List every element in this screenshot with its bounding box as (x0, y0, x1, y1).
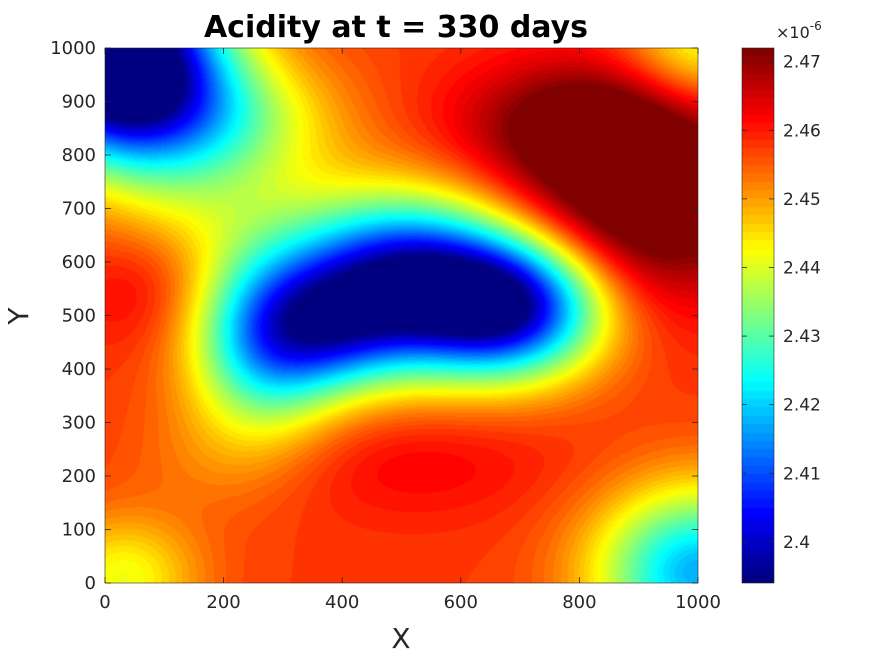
y-tick-label: 1000 (50, 38, 96, 59)
chart-title: Acidity at t = 330 days (204, 10, 588, 45)
colorbar-tick-label: 2.46 (783, 121, 821, 141)
y-tick-label: 700 (62, 199, 96, 220)
x-tick-label: 600 (444, 592, 478, 613)
x-tick-label: 200 (206, 592, 240, 613)
y-tick-label: 900 (62, 92, 96, 113)
colorbar-tick-label: 2.42 (783, 396, 821, 416)
colorbar-tick-label: 2.43 (783, 327, 821, 347)
heatmap-canvas (105, 48, 698, 583)
y-tick-label: 600 (62, 252, 96, 273)
colorbar-multiplier: ×10-6 (776, 19, 822, 42)
x-tick-label: 800 (562, 592, 596, 613)
y-tick-label: 100 (62, 520, 96, 541)
y-tick-label: 500 (62, 306, 96, 327)
colorbar-frame (741, 47, 775, 584)
x-axis-label: X (391, 622, 410, 655)
x-tick-label: 400 (325, 592, 359, 613)
y-tick-label: 400 (62, 359, 96, 380)
colorbar-tick-label: 2.4 (783, 533, 810, 553)
colorbar-tick-label: 2.41 (783, 464, 821, 484)
y-axis-label: Y (2, 307, 35, 326)
colorbar-tick-label: 2.44 (783, 258, 821, 278)
y-tick-label: 200 (62, 466, 96, 487)
heatmap-plot-area (104, 47, 699, 584)
y-tick-label: 800 (62, 145, 96, 166)
colorbar: 2.4 2.41 2.42 2.43 2.44 2.45 2.46 2.47 ×10-6 (741, 19, 822, 584)
colorbar-tick-label: 2.47 (783, 53, 821, 73)
y-axis: 0 100 200 300 400 500 600 700 800 900 1000 (50, 38, 698, 594)
colorbar-gradient (742, 48, 774, 583)
x-axis: 0 200 400 600 800 1000 (99, 48, 721, 613)
y-tick-label: 0 (85, 573, 96, 594)
x-tick-label: 1000 (675, 592, 721, 613)
y-tick-label: 300 (62, 413, 96, 434)
colorbar-tick-label: 2.45 (783, 190, 821, 210)
x-tick-label: 0 (99, 592, 110, 613)
colorbar-ticks: 2.4 2.41 2.42 2.43 2.44 2.45 2.46 2.47 (742, 53, 821, 553)
